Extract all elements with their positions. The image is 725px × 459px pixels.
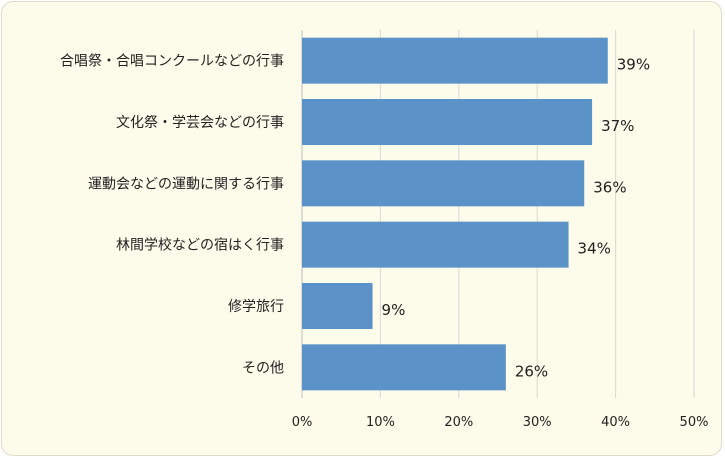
bar bbox=[302, 37, 608, 84]
x-tick-label: 0% bbox=[292, 415, 313, 430]
category-label: 林間学校などの宿はく行事 bbox=[116, 237, 284, 254]
x-tick-label: 10% bbox=[366, 415, 395, 430]
data-label: 36% bbox=[593, 178, 626, 196]
bar bbox=[302, 283, 373, 329]
x-tick-label: 40% bbox=[601, 415, 630, 430]
category-label: 修学旅行 bbox=[228, 299, 284, 315]
data-label: 26% bbox=[515, 362, 548, 380]
bar bbox=[302, 160, 585, 207]
bar bbox=[302, 344, 506, 391]
data-label: 34% bbox=[578, 240, 611, 258]
category-label: 運動会などの運動に関する行事 bbox=[88, 176, 284, 192]
x-tick-label: 30% bbox=[523, 415, 552, 430]
category-label: 文化祭・学芸会などの行事 bbox=[116, 115, 284, 131]
category-label: その他 bbox=[242, 360, 284, 376]
x-tick-label: 20% bbox=[444, 415, 473, 430]
data-label: 37% bbox=[601, 117, 634, 135]
data-label: 39% bbox=[617, 56, 650, 74]
category-label: 合唱祭・合唱コンクールなどの行事 bbox=[60, 54, 284, 70]
bar bbox=[302, 99, 593, 145]
data-label: 9% bbox=[382, 301, 406, 319]
bar bbox=[302, 221, 569, 268]
x-tick-label: 50% bbox=[680, 415, 709, 430]
